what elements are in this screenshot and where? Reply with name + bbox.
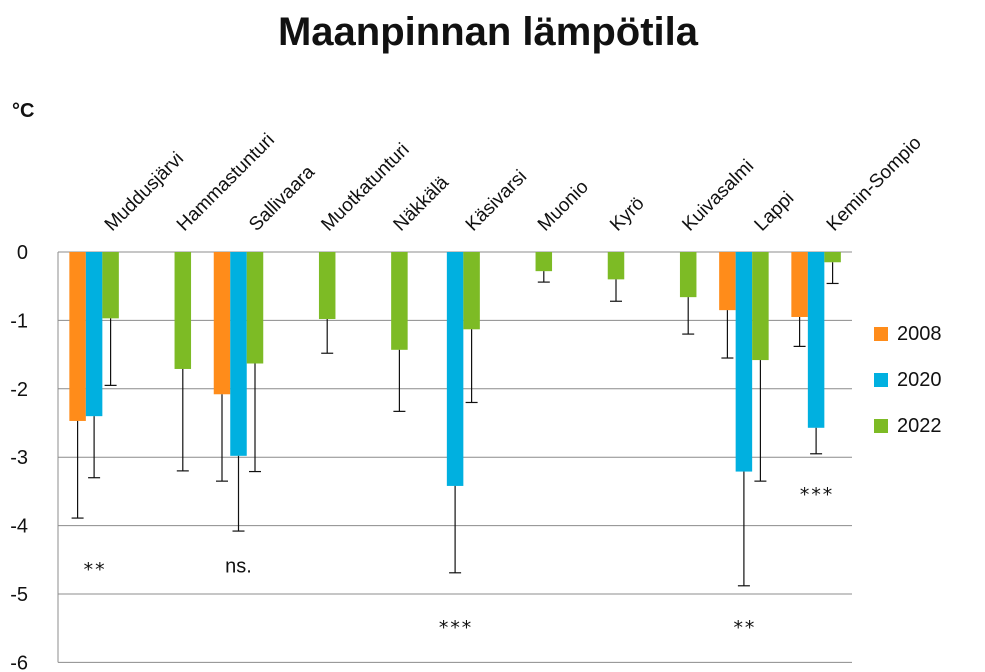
bar-2020-kasivarsi (446, 252, 464, 486)
bar-2020-kemin-sompio (807, 252, 825, 428)
legend: 2008 2020 2022 (874, 323, 942, 437)
y-tick-label: -6 (10, 652, 28, 672)
bar-2022-lappi (752, 252, 769, 361)
bar-2022-hammastunturi (174, 252, 192, 369)
y-tick-label: -1 (10, 310, 28, 332)
significance-annotations: ** ns.*** ***** (83, 484, 834, 639)
significance-label: *** (799, 484, 833, 506)
bar-2022-sallivaara (246, 252, 264, 364)
bar-2022-kasivarsi (463, 252, 480, 330)
bars (69, 252, 841, 486)
category-label-kemin-sompio: Kemin-Sompio (823, 133, 926, 236)
bar-2022-muotkatunturi (318, 252, 336, 320)
significance-label: ** (732, 617, 755, 639)
y-tick-label: -2 (10, 379, 28, 401)
chart-title: Maanpinnan lämpötila (278, 10, 699, 54)
legend-label-2008: 2008 (897, 323, 942, 345)
category-label-nakkala: Näkkälä (390, 172, 454, 236)
y-tick-label: 0 (17, 242, 28, 264)
legend-swatch-2020 (874, 373, 888, 387)
bar-2008-lappi (719, 252, 736, 311)
y-tick-label: -5 (10, 584, 28, 606)
bar-2020-sallivaara (230, 252, 247, 456)
y-tick-labels: 0 -1 -2 -3 -4 -5 -6 (10, 242, 28, 672)
y-tick-label: -3 (10, 447, 28, 469)
legend-swatch-2008 (874, 327, 888, 341)
bar-2020-lappi (735, 252, 753, 472)
legend-swatch-2022 (874, 419, 888, 433)
category-label-kyro: Kyrö (606, 193, 648, 235)
y-tick-label: -4 (10, 516, 28, 538)
bar-2008-muddusjarvi (69, 252, 86, 421)
bar-2022-kyro (607, 252, 625, 280)
legend-label-2022: 2022 (897, 415, 942, 437)
significance-label: ns. (225, 556, 252, 578)
category-label-kasivarsi: Käsivarsi (462, 166, 531, 235)
bar-2008-kemin-sompio (791, 252, 808, 317)
category-labels: MuddusjärviHammastunturiSallivaaraMuotka… (101, 130, 926, 236)
bar-2022-muonio (535, 252, 553, 272)
error-bars (71, 262, 839, 587)
category-label-muonio: Muonio (534, 177, 593, 236)
legend-label-2020: 2020 (897, 369, 942, 391)
bar-2008-sallivaara (213, 252, 231, 395)
bar-2022-nakkala (391, 252, 408, 350)
bar-2022-kuivasalmi (679, 252, 697, 298)
significance-label: ** (83, 559, 106, 581)
category-label-sallivaara: Sallivaara (245, 161, 319, 235)
y-axis-unit: °C (12, 100, 34, 122)
significance-label: *** (438, 617, 472, 639)
bar-2022-muddusjarvi (102, 252, 119, 319)
category-label-lappi: Lappi (751, 188, 799, 236)
bar-2020-muddusjarvi (85, 252, 103, 417)
bar-2022-kemin-sompio (824, 252, 841, 263)
category-label-kuivasalmi: Kuivasalmi (678, 156, 758, 236)
